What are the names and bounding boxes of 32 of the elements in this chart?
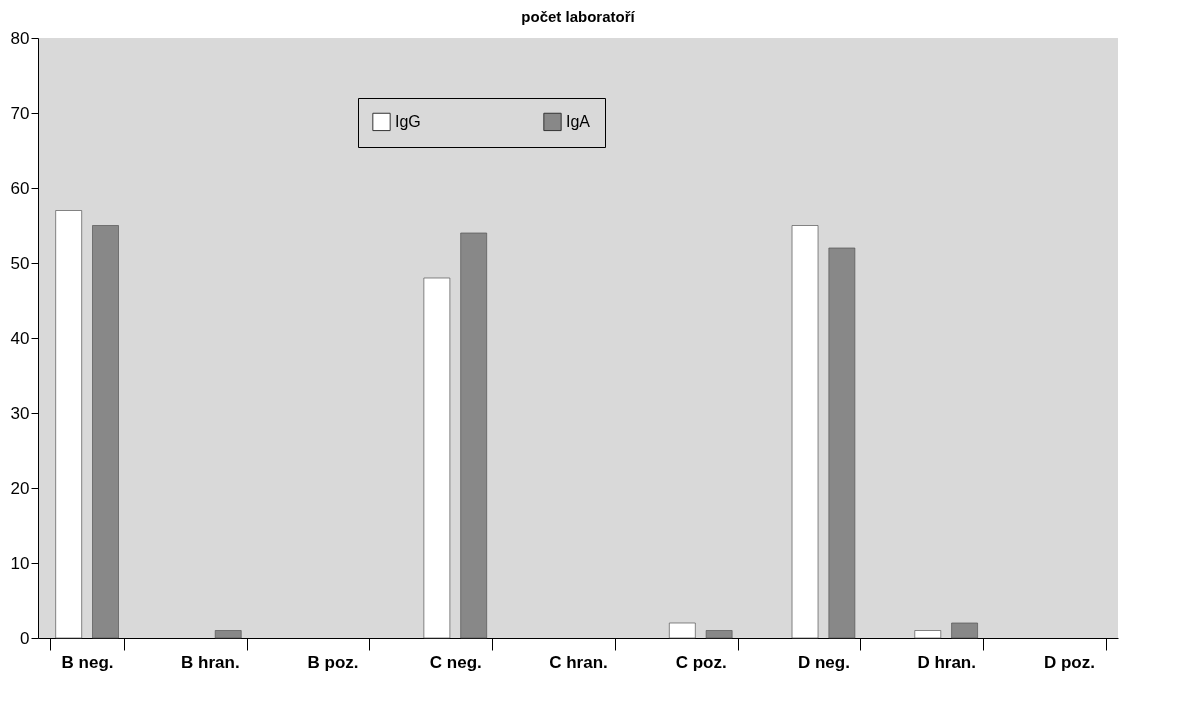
bar	[705, 630, 733, 639]
x-tick-label: B hran.	[181, 652, 240, 672]
bar	[460, 232, 488, 639]
bar	[55, 210, 83, 639]
x-tick-label: C poz.	[675, 652, 727, 672]
chart-title: počet laboratoří	[521, 8, 636, 25]
legend-label: IgA	[566, 112, 591, 130]
x-tick-label: D neg.	[797, 652, 850, 672]
y-tick-label: 40	[10, 328, 30, 348]
bar	[423, 277, 451, 639]
bar	[92, 225, 119, 639]
x-tick-label: D poz.	[1043, 652, 1095, 672]
bar	[951, 622, 978, 639]
bar	[914, 630, 942, 639]
y-tick-label: 30	[10, 403, 30, 423]
bar	[214, 630, 242, 639]
y-tick-label: 10	[10, 553, 30, 573]
x-tick-label: D hran.	[917, 652, 976, 672]
y-tick-label: 20	[10, 478, 30, 498]
y-tick-label: 0	[20, 628, 30, 648]
y-tick-label: 70	[10, 103, 30, 123]
y-tick-label: 80	[10, 28, 30, 48]
bar	[828, 247, 856, 639]
x-tick-label: C hran.	[549, 652, 608, 672]
x-tick-label: B poz.	[307, 652, 359, 672]
x-tick-label: B neg.	[61, 652, 114, 672]
x-tick-label: C neg.	[429, 652, 482, 672]
bar	[791, 225, 819, 639]
bar	[668, 622, 696, 639]
y-tick-label: 60	[10, 178, 30, 198]
legend-label: IgG	[395, 112, 421, 130]
y-tick-label: 50	[10, 253, 30, 273]
